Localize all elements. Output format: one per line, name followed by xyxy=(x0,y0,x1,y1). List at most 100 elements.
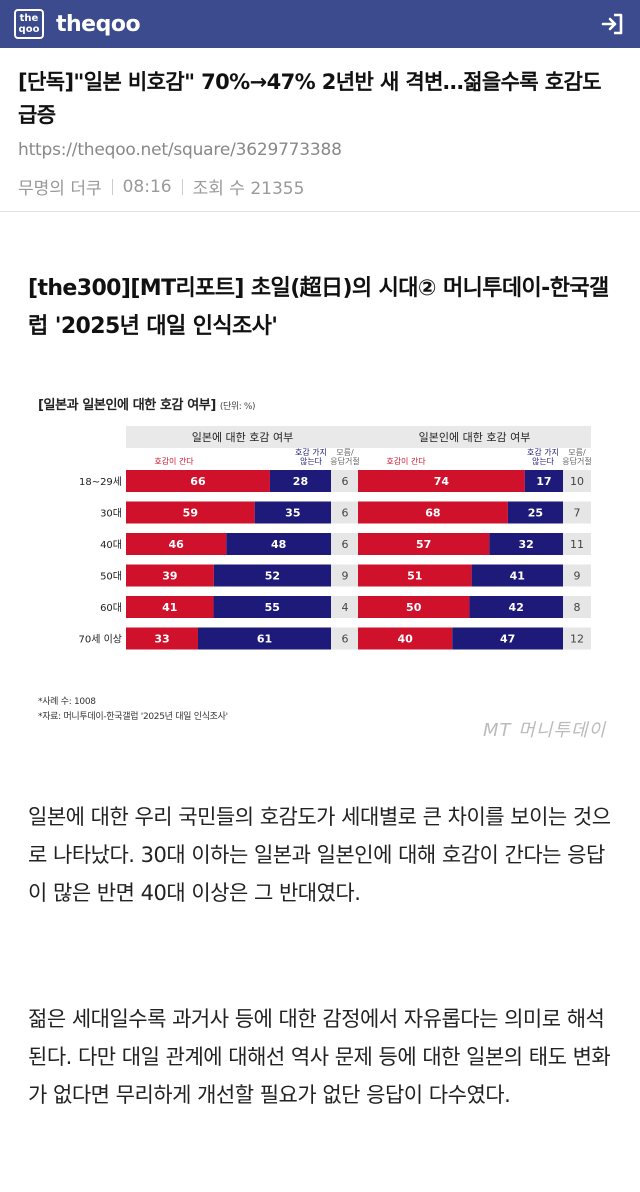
post-time: 08:16 xyxy=(122,176,172,197)
value-label-like: 51 xyxy=(407,570,422,583)
value-label-no-answer: 6 xyxy=(342,538,349,551)
category-label: 30대 xyxy=(100,508,122,520)
figure-note-sample: *사례 수: 1008 xyxy=(38,697,96,707)
figure-credit: MT 머니투데이 xyxy=(482,720,606,741)
legend-no-answer: 응답거절 xyxy=(330,456,359,466)
legend-dislike: 않는다 xyxy=(300,457,323,466)
bar-no-answer xyxy=(331,596,359,618)
value-label-dislike: 17 xyxy=(536,475,551,488)
legend-no-answer: 응답거절 xyxy=(562,456,591,466)
value-label-like: 66 xyxy=(190,475,206,488)
value-label-dislike: 42 xyxy=(509,601,524,614)
value-label-no-answer: 7 xyxy=(574,507,581,520)
panel-header-band xyxy=(358,426,591,448)
bar-dislike xyxy=(471,564,563,587)
category-label: 60대 xyxy=(100,602,122,614)
bar-dislike xyxy=(213,564,331,587)
site-name[interactable]: theqoo xyxy=(56,11,141,37)
bar-dislike xyxy=(226,533,331,555)
figure-note-source: *자료: 머니투데이-한국갤럽 '2025년 대일 인식조사' xyxy=(38,712,228,722)
logo-text-top: the xyxy=(19,13,39,24)
survey-chart: 18~29세 30대 40대 50대 60대 70세 이상 일본에 대한 호감 여부호감이 … xyxy=(78,426,592,650)
bar-no-answer xyxy=(331,627,359,650)
legend-dislike: 않는다 xyxy=(532,457,555,466)
value-label-like: 50 xyxy=(406,601,422,614)
value-label-dislike: 25 xyxy=(528,507,543,520)
value-label-no-answer: 6 xyxy=(342,507,349,520)
figure-title: [일본과 일본인에 대한 호감 여부] (단위: %) xyxy=(38,394,256,413)
legend-dislike: 호감 가지 xyxy=(295,447,327,457)
bar-dislike xyxy=(452,627,563,650)
bar-dislike xyxy=(197,627,331,650)
post-meta: 무명의 더쿠 08:16 조회 수 21355 xyxy=(18,174,304,200)
value-label-like: 39 xyxy=(162,570,177,583)
value-label-dislike: 52 xyxy=(265,570,280,583)
value-label-like: 40 xyxy=(397,633,413,646)
bar-like xyxy=(126,596,214,618)
value-label-no-answer: 10 xyxy=(570,475,584,488)
bar-dislike xyxy=(269,470,331,492)
bar-like xyxy=(358,501,508,524)
post-url[interactable]: https://theqoo.net/square/3629773388 xyxy=(18,140,342,160)
bar-like xyxy=(126,627,198,650)
value-label-dislike: 55 xyxy=(265,601,280,614)
bar-no-answer xyxy=(563,470,591,492)
article-paragraph: 일본에 대한 우리 국민들의 호감도가 세대별로 큰 차이를 보이는 것으로 나… xyxy=(28,805,611,905)
value-label-like: 46 xyxy=(169,538,185,551)
bar-no-answer xyxy=(331,533,359,555)
bar-no-answer xyxy=(563,501,591,524)
bar-dislike xyxy=(213,596,331,618)
article-paragraph: 젊은 세대일수록 과거사 등에 대한 감정에서 자유롭다는 의미로 해석된다. … xyxy=(28,1007,611,1107)
bar-like xyxy=(126,564,214,587)
bar-dislike xyxy=(524,470,563,492)
category-label: 40대 xyxy=(100,539,122,551)
post-author: 무명의 더쿠 xyxy=(18,179,102,199)
value-label-no-answer: 11 xyxy=(570,538,584,551)
bar-no-answer xyxy=(563,596,591,618)
category-label: 50대 xyxy=(100,571,122,583)
legend-like: 호감이 간다 xyxy=(386,456,426,466)
bar-like xyxy=(358,470,525,492)
panel-title: 일본인에 대한 호감 여부 xyxy=(419,430,531,444)
legend-like: 호감이 간다 xyxy=(154,456,194,466)
value-label-like: 74 xyxy=(434,475,450,488)
value-label-dislike: 28 xyxy=(293,475,308,488)
value-label-dislike: 61 xyxy=(257,633,272,646)
figure-unit: (단위: %) xyxy=(219,402,256,412)
bar-dislike xyxy=(507,501,563,524)
value-label-dislike: 32 xyxy=(518,538,533,551)
bar-like xyxy=(126,501,255,524)
value-label-no-answer: 12 xyxy=(570,633,584,646)
value-label-no-answer: 9 xyxy=(574,570,581,583)
meta-separator xyxy=(181,178,183,195)
value-label-no-answer: 4 xyxy=(342,601,349,614)
meta-separator xyxy=(111,178,113,195)
figure-title-text: [일본과 일본인에 대한 호감 여부] xyxy=(38,398,216,413)
bar-dislike xyxy=(489,533,563,555)
bar-no-answer xyxy=(563,564,591,587)
value-label-like: 57 xyxy=(416,538,431,551)
legend-dislike: 호감 가지 xyxy=(527,447,559,457)
bar-like xyxy=(358,596,470,618)
logo-text-bottom: qoo xyxy=(18,24,40,35)
panel-header-band xyxy=(126,426,359,448)
bar-no-answer xyxy=(331,564,359,587)
value-label-dislike: 48 xyxy=(271,538,286,551)
bar-like xyxy=(358,564,472,587)
value-label-like: 33 xyxy=(154,633,169,646)
bar-no-answer xyxy=(563,533,591,555)
value-label-like: 41 xyxy=(162,601,177,614)
value-label-no-answer: 6 xyxy=(342,633,349,646)
bar-dislike xyxy=(469,596,563,618)
value-label-dislike: 35 xyxy=(285,507,300,520)
value-label-like: 68 xyxy=(425,507,440,520)
legend-no-answer: 모름/ xyxy=(568,448,586,457)
value-label-dislike: 41 xyxy=(510,570,525,583)
site-logo[interactable]: the qoo xyxy=(14,9,44,39)
bar-like xyxy=(358,533,490,555)
bar-like xyxy=(358,627,453,650)
bar-like xyxy=(126,533,227,555)
login-arrow-icon[interactable] xyxy=(600,11,626,37)
category-label: 70세 이상 xyxy=(78,634,122,646)
top-bar: the qoo theqoo xyxy=(0,0,640,48)
